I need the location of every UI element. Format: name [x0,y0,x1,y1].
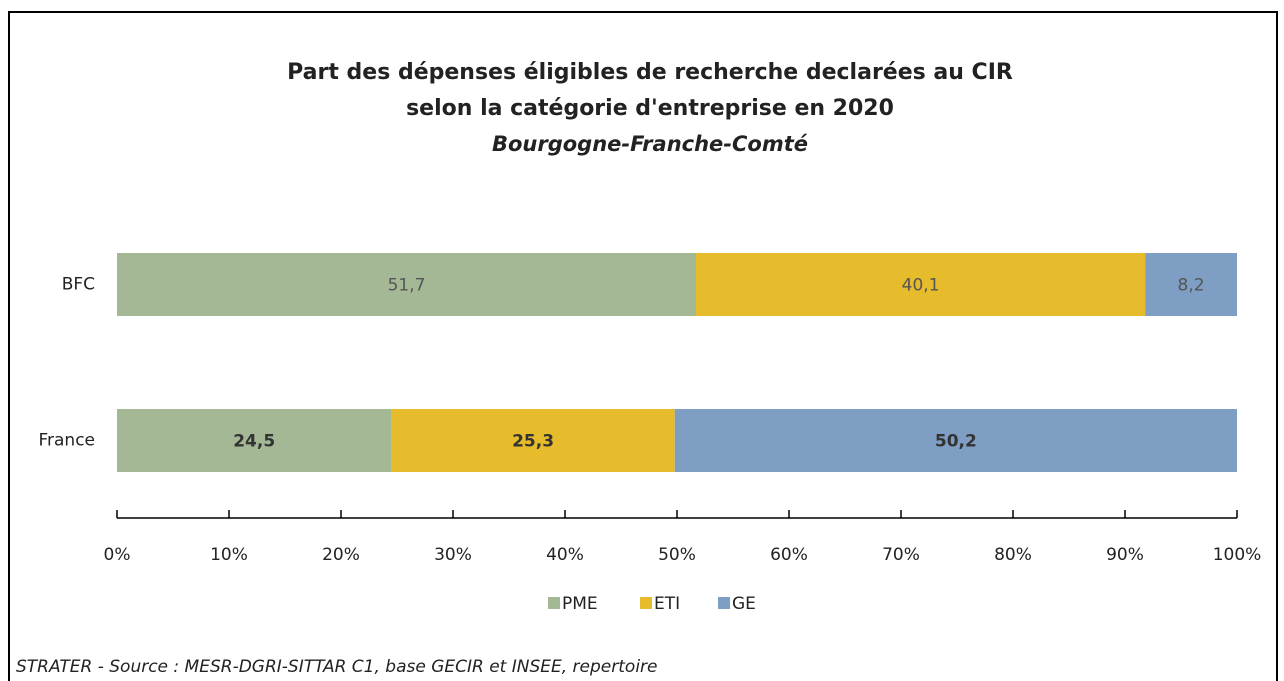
bar-segment [1145,253,1237,316]
chart-title: selon la catégorie d'entreprise en 2020 [406,96,894,121]
x-tick-label: 40% [546,545,584,565]
legend-swatch [718,597,730,609]
bar-segment [391,409,675,472]
value-label: 8,2 [1178,276,1205,296]
x-tick-label: 70% [882,545,920,565]
x-tick-label: 10% [210,545,248,565]
x-tick-label: 0% [104,545,131,565]
x-tick-label: 90% [1106,545,1144,565]
value-label: 51,7 [388,276,426,296]
legend-swatch [548,597,560,609]
chart-subtitle: Bourgogne-Franche-Comté [492,132,808,156]
legend-label: PME [562,594,598,614]
bar-segment [117,409,392,472]
value-label: 40,1 [902,276,940,296]
x-tick-label: 20% [322,545,360,565]
x-tick-label: 100% [1213,545,1262,565]
x-tick-label: 30% [434,545,472,565]
x-tick-label: 50% [658,545,696,565]
x-tick-label: 60% [770,545,808,565]
y-tick-label: BFC [62,275,95,295]
legend-label: ETI [654,594,680,614]
source: STRATER - Source : MESR-DGRI-SITTAR C1, … [16,657,657,677]
frame [8,11,1278,681]
bar-segment [674,409,1237,472]
value-label: 50,2 [935,432,977,452]
value-label: 25,3 [512,432,554,452]
legend-label: GE [732,594,756,614]
y-tick-label: France [38,431,95,451]
bar-segment [696,253,1146,316]
legend-swatch [640,597,652,609]
chart-title: Part des dépenses éligibles de recherche… [287,60,1013,85]
bar-segment [117,253,697,316]
value-label: 24,5 [233,432,275,452]
x-tick-label: 80% [994,545,1032,565]
